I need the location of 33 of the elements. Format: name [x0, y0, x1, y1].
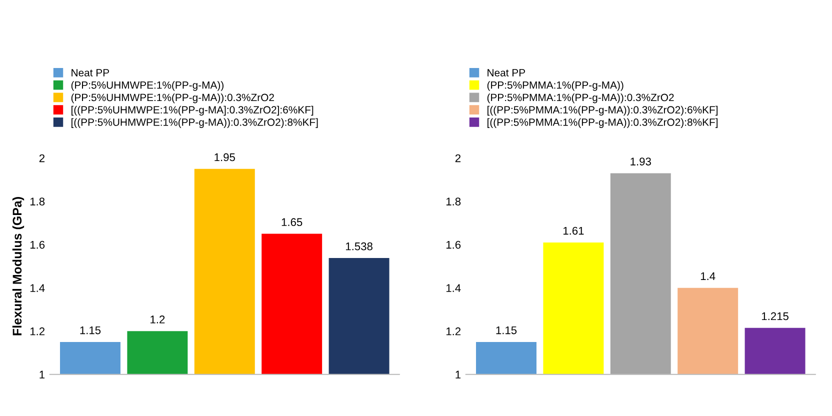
y-tick-label: 1.8 [30, 198, 45, 206]
y-tick-label: 1.8 [446, 198, 461, 206]
legend-label: (PP:5%UHMWPE:1%(PP-g-MA)):0.3%ZrO2 [71, 94, 274, 104]
y-tick-label: 1.4 [30, 284, 45, 292]
data-label: 1.93 [630, 158, 651, 166]
data-label: 1.15 [496, 326, 517, 334]
legend-label: [((PP:5%PMMA:1%(PP-g-MA)):0.3%ZrO2):6%KF] [487, 106, 718, 116]
data-label: 1.538 [346, 242, 372, 250]
y-tick-label: 2 [455, 154, 460, 162]
data-label: 1.4 [700, 272, 716, 280]
data-label: 1.95 [214, 153, 235, 162]
legend-label: Neat PP [72, 69, 109, 76]
legend-label: (PP:5%UHMWPE:1%(PP-g-MA)) [71, 81, 224, 91]
legend-label: (PP:5%PMMA:1%(PP-g-MA)):0.3%ZrO2 [487, 94, 674, 104]
y-tick-label: 1.2 [30, 327, 44, 336]
data-label: 1.61 [563, 226, 584, 235]
y-tick-label: 1 [456, 370, 461, 378]
data-label: 1.65 [282, 218, 302, 226]
y-tick-label: 1.2 [446, 327, 461, 336]
legend-label: Neat PP [488, 69, 525, 76]
y-tick-label: 1 [40, 370, 45, 378]
legend-label: [((PP:5%PMMA:1%(PP-g-MA)):0.3%ZrO2):8%KF] [487, 118, 718, 128]
y-tick-label: 1.6 [446, 240, 461, 249]
legend-label: [((PP:5%UHMWPE:1%(PP-g-MA]:0.3%ZrO2]:6%KF] [71, 106, 314, 116]
data-label: 1.15 [80, 326, 101, 334]
y-tick-label: 2 [39, 154, 44, 162]
legend-label: (PP:5%PMMA:1%(PP-g-MA)) [487, 81, 624, 91]
data-label: 1.215 [762, 312, 788, 320]
legend-label: [((PP:5%UHMWPE:1%(PP-g-MA)):0.3%ZrO2):8%KF] [71, 118, 318, 128]
y-tick-label: 1.6 [30, 240, 45, 249]
y-axis-title: Flexural Modulus (GPa) [12, 197, 24, 336]
y-tick-label: 1.4 [446, 284, 461, 292]
data-label: 1.2 [150, 316, 165, 324]
